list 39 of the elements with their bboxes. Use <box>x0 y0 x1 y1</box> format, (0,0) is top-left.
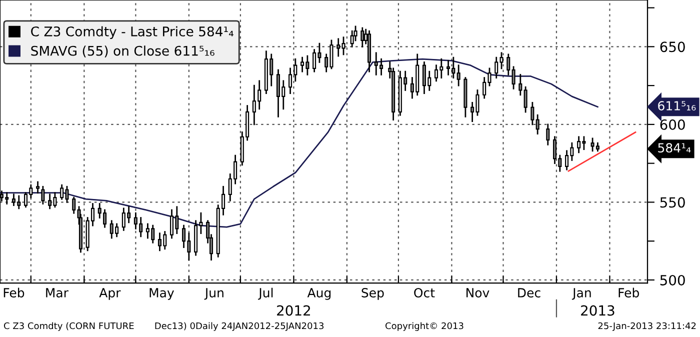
x-tick-label: Aug <box>307 288 331 300</box>
candlestick <box>536 114 540 134</box>
legend-label: SMAVG (55) on Close 611⁵₁₆ <box>31 46 214 58</box>
x-tick-label: Oct <box>414 288 435 298</box>
y-tick-label: 550 <box>660 197 685 208</box>
x-tick-label: Sep <box>362 288 384 300</box>
x-tick-label: Apr <box>99 288 121 300</box>
text: 25-Jan-2013 23:11:42 <box>598 322 696 331</box>
x-tick-label: May <box>150 288 174 300</box>
y-tick-label: 600 <box>660 119 685 130</box>
text: C Z3 Comdty (CORN FUTURE Dec13) 0Daily 24JAN2012-25JAN2013 <box>4 322 324 331</box>
text: 611⁵₁₆ <box>658 101 696 110</box>
candlestick <box>530 102 534 126</box>
candlestick <box>506 54 510 76</box>
x-tick-label: Feb <box>4 288 24 298</box>
candlestick <box>494 56 498 78</box>
candlestick <box>36 181 40 194</box>
text: 2012 <box>277 305 310 316</box>
x-tick-label: Jun <box>204 288 224 300</box>
legend-label: C Z3 Comdty - Last Price 584¹₄ <box>31 26 234 39</box>
candlestick <box>546 124 550 146</box>
candlestick <box>360 27 364 48</box>
candlestick <box>512 66 516 90</box>
candlestick <box>456 64 460 86</box>
candlestick <box>41 186 45 204</box>
text: 584¹₄ <box>658 143 691 153</box>
candlestick <box>500 52 504 70</box>
candlestick <box>518 74 522 96</box>
text: Copyright© 2013 <box>386 322 464 331</box>
y-tick-label: 500 <box>660 274 685 286</box>
x-tick-label: Jul <box>258 288 273 300</box>
x-tick-label: Mar <box>46 288 68 298</box>
text: 2013 <box>581 305 614 316</box>
x-tick-label: Nov <box>466 288 490 298</box>
x-tick-label: Dec <box>518 288 540 298</box>
y-tick-label: 650 <box>660 42 685 52</box>
x-tick-label: Jan <box>572 288 591 300</box>
x-tick-label: Feb <box>618 288 639 298</box>
candlestick <box>524 86 528 113</box>
